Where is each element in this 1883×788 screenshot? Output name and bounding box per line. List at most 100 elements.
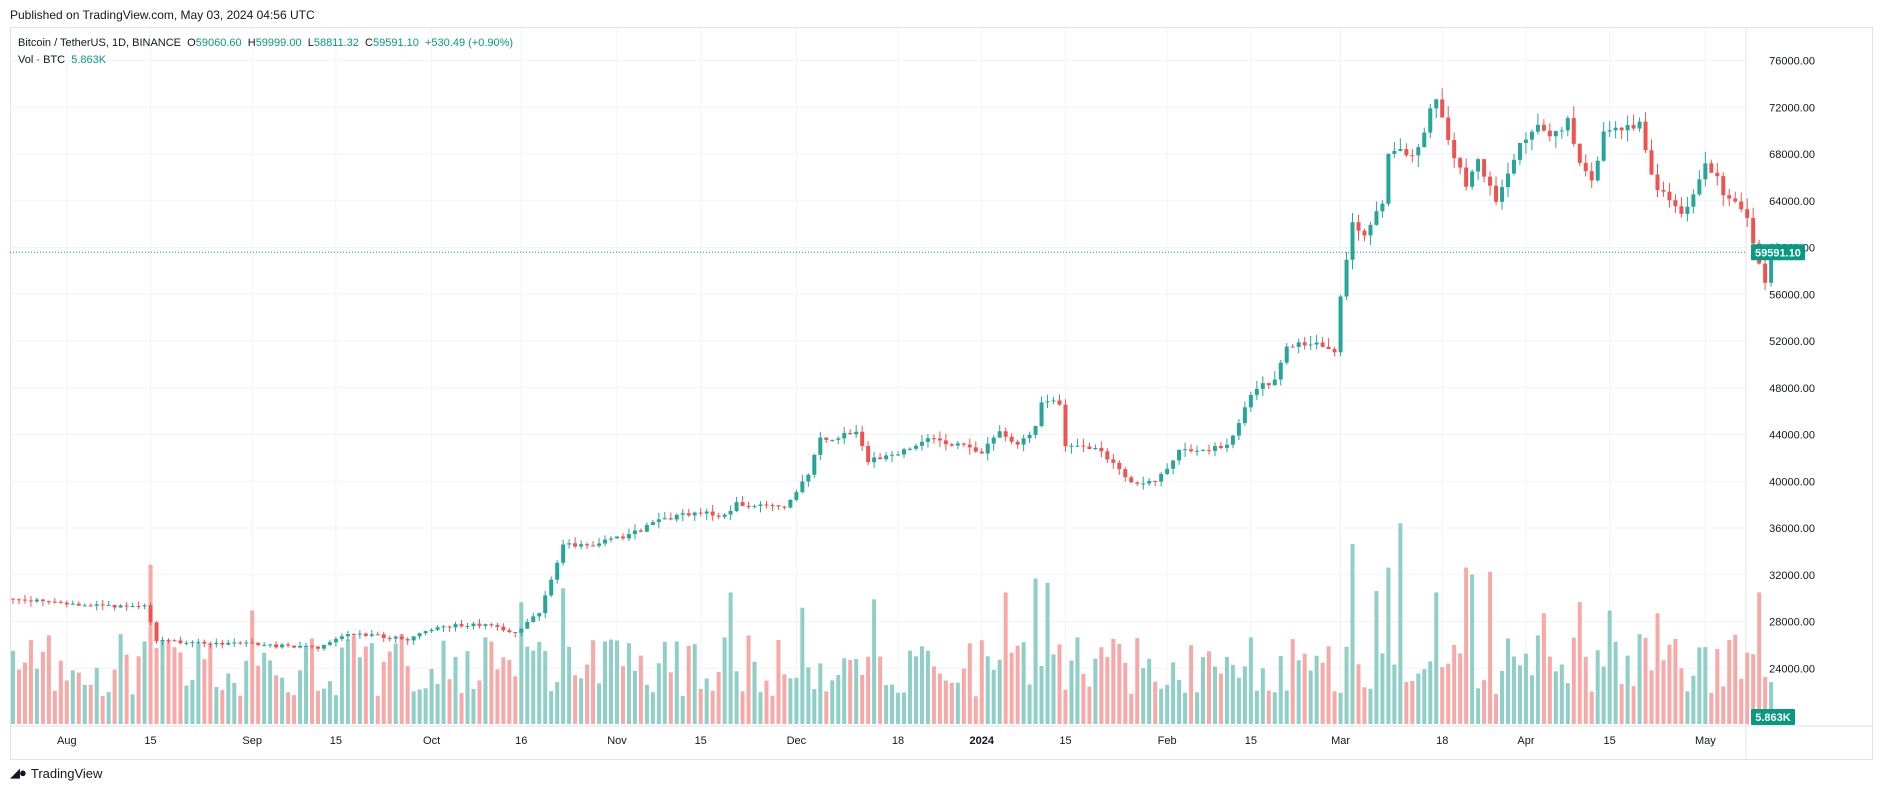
volume-row: Vol · BTC 5.863K — [18, 52, 513, 69]
candle-body — [1278, 362, 1283, 380]
candle-body — [1589, 171, 1594, 181]
volume-bar — [1757, 592, 1762, 724]
volume-bar — [148, 564, 153, 724]
volume-bar — [979, 640, 984, 724]
candle-body — [1583, 162, 1588, 172]
volume-bar — [872, 599, 877, 724]
candle-body — [226, 642, 231, 645]
volume-bar — [716, 671, 721, 724]
volume-bar — [1769, 682, 1774, 724]
candle-body — [1045, 401, 1050, 403]
candle-body — [148, 605, 153, 623]
volume-label[interactable]: Vol · BTC — [18, 54, 66, 66]
volume-bar — [304, 646, 309, 724]
volume-bar — [196, 643, 201, 724]
candle-body — [967, 444, 972, 448]
candle-body — [1655, 174, 1660, 191]
volume-bar — [1392, 664, 1397, 724]
volume-bar — [70, 670, 75, 724]
candle-body — [591, 545, 596, 547]
candle-body — [555, 562, 560, 580]
volume-bar — [896, 692, 901, 724]
candle-body — [1488, 176, 1493, 186]
volume-bar — [561, 588, 566, 724]
volume-bar — [937, 673, 942, 724]
volume-bar — [40, 651, 45, 724]
candle-body — [339, 636, 344, 639]
volume-bar — [1541, 613, 1546, 724]
volume-bar — [860, 674, 865, 724]
candle-body — [746, 505, 751, 507]
candle-body — [704, 511, 709, 514]
volume-bar — [854, 658, 859, 724]
candle-body — [363, 633, 368, 636]
candle-body — [154, 622, 159, 642]
volume-bar — [363, 646, 368, 724]
volume-bar — [202, 659, 207, 724]
candle-body — [28, 600, 33, 602]
time-tick-label: 18 — [1436, 735, 1448, 747]
candle-body — [178, 640, 183, 644]
volume-bar — [674, 641, 679, 724]
volume-bar — [638, 655, 643, 724]
candle-body — [130, 606, 135, 608]
volume-bar — [339, 647, 344, 724]
volume-bar — [591, 640, 596, 724]
candle-body — [1380, 203, 1385, 212]
volume-bar — [626, 643, 631, 724]
candle-body — [1033, 426, 1038, 435]
price-tick-label: 24000.00 — [1769, 663, 1815, 675]
candle-body — [142, 605, 147, 607]
price-tick-label: 68000.00 — [1769, 149, 1815, 161]
volume-bar — [1039, 665, 1044, 724]
candle-body — [411, 636, 416, 641]
volume-bar — [1111, 638, 1116, 724]
candle-body — [937, 438, 942, 441]
candle-body — [1751, 217, 1756, 244]
candle-body — [214, 642, 219, 645]
candle-body — [1643, 121, 1648, 151]
candle-body — [268, 644, 273, 646]
candle-body — [1087, 446, 1092, 450]
tradingview-brand[interactable]: ◢● TradingView — [10, 765, 102, 781]
volume-bar — [1224, 657, 1229, 724]
candle-body — [172, 640, 177, 642]
candle-body — [1727, 195, 1732, 199]
candle-body — [1272, 379, 1277, 386]
volume-bar — [11, 650, 15, 724]
volume-bar — [1254, 690, 1259, 724]
volume-bar — [100, 695, 105, 724]
volume-bar — [94, 667, 99, 724]
candle-body — [794, 492, 799, 500]
candle-body — [1601, 131, 1606, 161]
symbol-title[interactable]: Bitcoin / TetherUS, 1D, BINANCE — [18, 37, 182, 49]
price-axis[interactable]: 76000.0072000.0068000.0064000.0060000.00… — [1769, 56, 1815, 676]
volume-bar — [286, 692, 291, 724]
volume-bar — [1667, 644, 1672, 724]
candle-body — [417, 633, 422, 637]
candle-body — [519, 628, 524, 633]
candlesticks — [11, 88, 1780, 652]
volume-bar — [1236, 677, 1241, 724]
candle-body — [525, 621, 530, 629]
candle-body — [298, 645, 303, 648]
volume-bar — [393, 643, 398, 724]
volume-bar — [931, 666, 936, 724]
chart-frame[interactable] — [10, 27, 1873, 760]
volume-bar — [1003, 592, 1008, 724]
candle-body — [1619, 127, 1624, 131]
candle-body — [1458, 158, 1463, 168]
volume-bar — [310, 638, 314, 724]
candle-body — [94, 604, 99, 606]
volume-bar — [1703, 647, 1708, 724]
volume-bar — [256, 665, 261, 724]
candle-body — [638, 530, 643, 532]
volume-bar — [752, 661, 757, 724]
time-axis[interactable]: Aug 15 Sep 15 Oct 16 Nov 15 Dec 18 2024 15 Feb 15 Mar 1… — [57, 735, 1716, 747]
candle-body — [626, 534, 631, 539]
volume-bar — [531, 650, 536, 724]
candle-body — [262, 644, 267, 646]
volume-bar — [1326, 646, 1331, 724]
volume-bar — [1057, 644, 1062, 724]
